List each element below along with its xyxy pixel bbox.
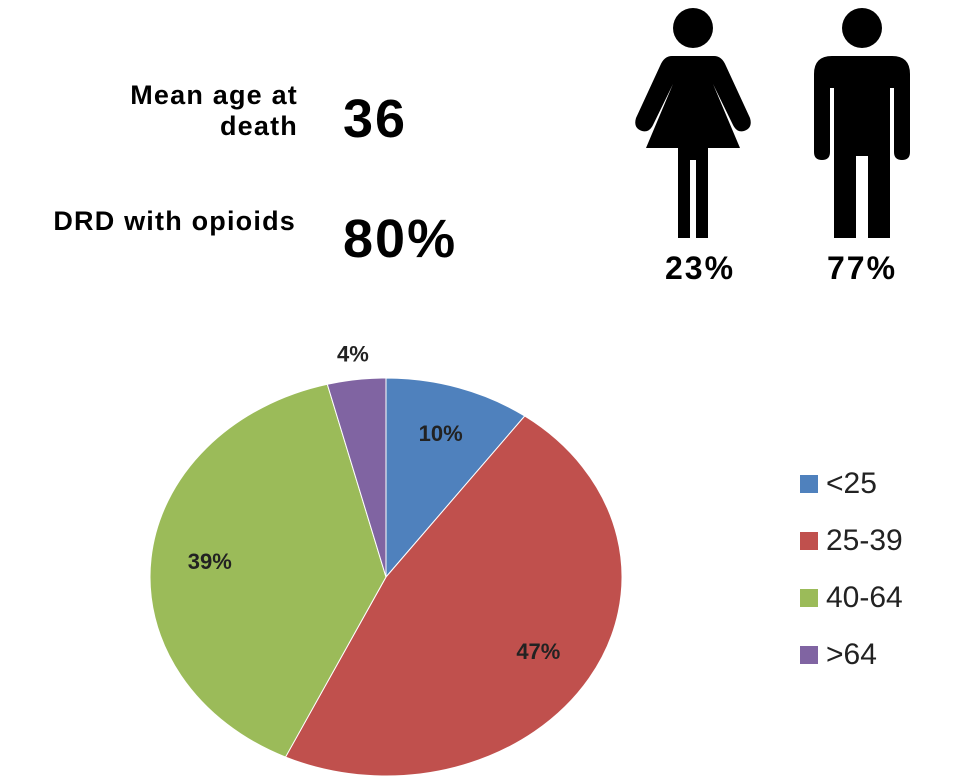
legend-label: <25 xyxy=(826,467,877,500)
legend-swatch xyxy=(800,532,818,550)
pie-slice xyxy=(284,415,623,777)
legend-swatch xyxy=(800,646,818,664)
pie-slice xyxy=(149,383,387,758)
male-icon xyxy=(814,8,910,238)
slice-label: 4% xyxy=(337,342,369,367)
legend-swatch xyxy=(800,475,818,493)
slice-label: 10% xyxy=(419,421,463,446)
stat-value: 80% xyxy=(343,209,458,269)
pie-slice xyxy=(385,377,526,579)
pie-slice xyxy=(326,377,387,578)
slice-label: 39% xyxy=(188,549,232,574)
male-percent: 77% xyxy=(826,250,898,286)
legend-label: 40-64 xyxy=(826,581,903,614)
female-icon xyxy=(635,8,751,238)
legend-label: >64 xyxy=(826,638,877,671)
stat-value: 36 xyxy=(343,89,408,149)
stat-label: DRD with opioids xyxy=(53,206,296,236)
stat-label: Mean age at death xyxy=(130,80,298,141)
legend-swatch xyxy=(800,589,818,607)
slice-label: 47% xyxy=(516,639,560,664)
legend-label: 25-39 xyxy=(826,524,903,557)
female-percent: 23% xyxy=(664,250,736,286)
